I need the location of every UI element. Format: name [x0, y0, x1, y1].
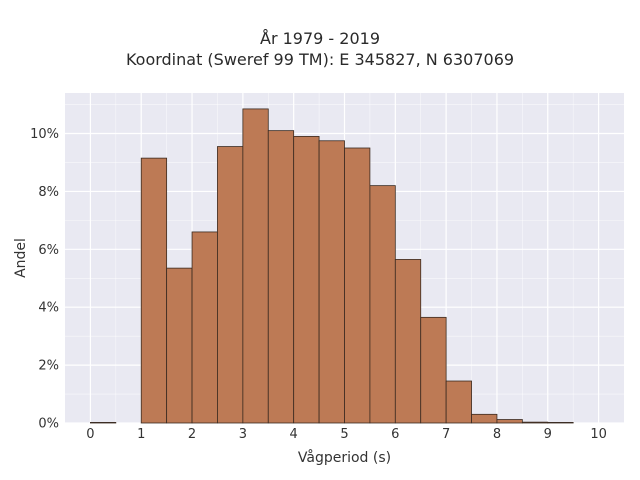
y-axis-label: Andel — [13, 238, 29, 278]
x-tick-label: 3 — [239, 427, 247, 442]
histogram-bar — [420, 316, 447, 424]
x-tick-label: 1 — [137, 427, 145, 442]
bars — [90, 108, 574, 424]
x-tick-label: 10 — [590, 427, 607, 442]
histogram-bar — [369, 185, 396, 424]
histogram-bar — [521, 421, 549, 424]
y-tick-labels: 0% 2% 4% 6% 8% 10% — [30, 127, 59, 431]
histogram-bar — [471, 413, 498, 424]
histogram-bar — [445, 380, 472, 424]
histogram-bar — [267, 130, 295, 424]
histogram-bar — [293, 136, 320, 424]
y-tick-label: 4% — [38, 301, 59, 316]
chart-title-line2: Koordinat (Sweref 99 TM): E 345827, N 63… — [125, 50, 515, 69]
x-tick-label: 7 — [442, 427, 450, 442]
histogram-bar — [140, 157, 168, 424]
x-tick-label: 2 — [188, 427, 196, 442]
x-tick-label: 0 — [86, 427, 94, 442]
histogram-bar — [344, 147, 371, 424]
y-tick-label: 0% — [38, 417, 59, 432]
y-tick-label: 8% — [38, 185, 59, 200]
x-tick-label: 8 — [493, 427, 501, 442]
chart-title-line1: År 1979 - 2019 — [260, 29, 380, 48]
x-tick-label: 9 — [544, 427, 552, 442]
histogram-bar — [90, 422, 117, 424]
x-tick-label: 5 — [340, 427, 348, 442]
histogram-bar — [318, 140, 345, 424]
histogram-bar — [191, 231, 218, 424]
histogram-bar — [394, 259, 422, 424]
y-tick-label: 2% — [38, 359, 59, 374]
x-axis-label: Vågperiod (s) — [298, 449, 391, 466]
histogram-bar — [166, 267, 193, 424]
x-tick-labels: 0 1 2 3 4 5 6 7 8 9 10 — [86, 427, 607, 442]
histogram-bar — [217, 146, 244, 424]
x-tick-label: 4 — [290, 427, 298, 442]
histogram-bar — [242, 108, 269, 424]
chart-title: År 1979 - 2019 Koordinat (Sweref 99 TM):… — [0, 28, 640, 70]
x-tick-label: 6 — [391, 427, 399, 442]
y-tick-label: 6% — [38, 243, 59, 258]
histogram-bar — [496, 419, 523, 424]
histogram-bar — [547, 422, 574, 424]
y-tick-label: 10% — [30, 127, 59, 142]
